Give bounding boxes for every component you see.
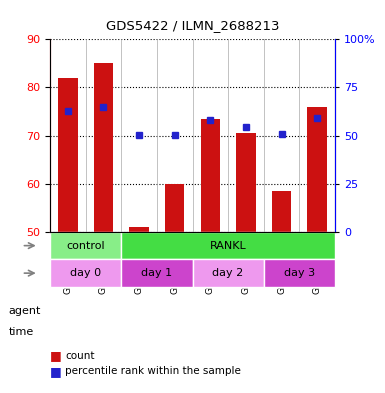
Bar [50,232,121,259]
Text: control: control [66,241,105,251]
Bar [300,39,335,232]
Bar [85,39,121,232]
Bar [201,119,220,232]
Text: time: time [8,327,34,337]
Bar [272,191,291,232]
Bar [50,259,121,287]
Bar [165,184,184,232]
Bar [228,39,264,232]
Bar [157,39,192,232]
Bar [121,232,335,259]
Bar [236,133,256,232]
Text: count: count [65,351,95,361]
Text: GDS5422 / ILMN_2688213: GDS5422 / ILMN_2688213 [106,19,279,32]
Text: day 2: day 2 [213,268,244,278]
Bar [121,39,157,232]
Text: day 3: day 3 [284,268,315,278]
Bar [94,63,113,232]
Text: ■: ■ [50,365,62,378]
Bar [50,39,85,232]
Bar [264,259,335,287]
Bar [121,259,192,287]
Text: ■: ■ [50,349,62,362]
Bar [264,39,300,232]
Text: RANKL: RANKL [210,241,246,251]
Text: percentile rank within the sample: percentile rank within the sample [65,366,241,376]
Bar [58,78,78,232]
Text: day 1: day 1 [141,268,172,278]
Text: day 0: day 0 [70,268,101,278]
Bar [192,39,228,232]
Bar [192,259,264,287]
Text: agent: agent [8,306,41,316]
Bar [307,107,327,232]
Bar [129,227,149,232]
